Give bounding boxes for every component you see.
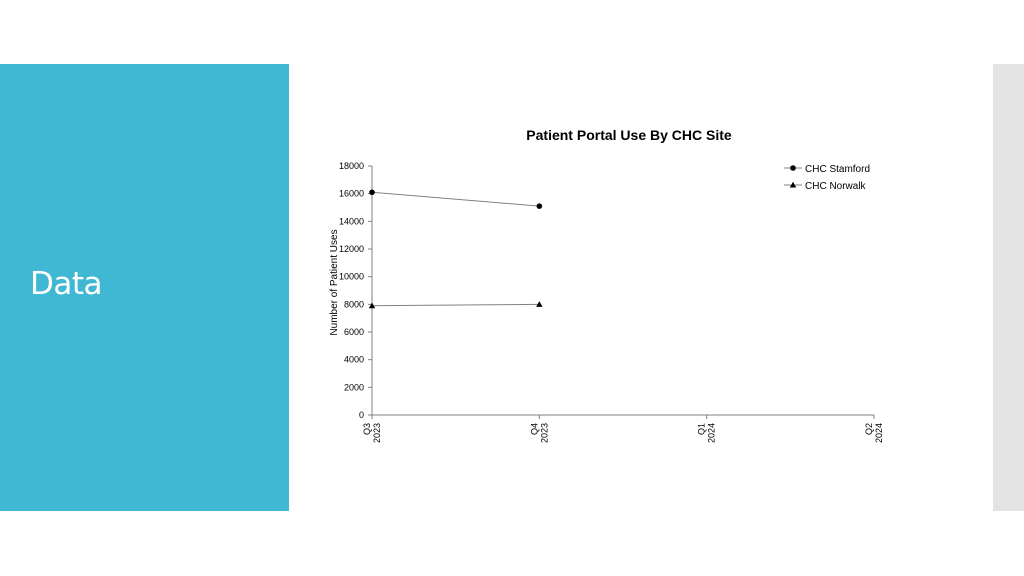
y-tick-label: 18000 bbox=[339, 161, 364, 171]
y-tick-label: 8000 bbox=[344, 299, 364, 309]
y-tick-label: 2000 bbox=[344, 382, 364, 392]
legend-marker bbox=[790, 165, 796, 171]
x-tick-label-line: Q4 bbox=[529, 423, 539, 435]
x-tick-label-line: 2024 bbox=[707, 423, 717, 443]
legend-marker bbox=[789, 181, 797, 188]
x-tick-label: Q1 2024 bbox=[697, 423, 717, 443]
chart-title: Patient Portal Use By CHC Site bbox=[526, 127, 732, 143]
y-tick-label: 0 bbox=[359, 410, 364, 420]
x-tick-label-line: 2023 bbox=[539, 423, 549, 443]
data-point bbox=[369, 189, 375, 196]
right-scroll-bar bbox=[993, 64, 1024, 511]
series-line bbox=[371, 191, 540, 207]
x-tick-label: Q3 2023 bbox=[362, 423, 382, 443]
legend-item: CHC Norwalk bbox=[784, 181, 867, 192]
y-tick-label: 14000 bbox=[339, 216, 364, 226]
side-panel bbox=[0, 64, 289, 511]
legend: CHC Stamford CHC Norwalk bbox=[784, 164, 870, 192]
series-line bbox=[371, 303, 540, 307]
axes: 0 2000 4000 6000 8000 10000 12000 14000 16000 180… bbox=[329, 161, 884, 443]
data-point bbox=[368, 302, 376, 309]
legend-label: CHC Norwalk bbox=[805, 181, 867, 192]
y-tick-label: 4000 bbox=[344, 355, 364, 365]
y-axis-label: Number of Patient Uses bbox=[329, 229, 340, 335]
x-tick-label: Q4 2023 bbox=[529, 423, 549, 443]
x-tick-label-line: 2023 bbox=[372, 423, 382, 443]
y-tick-label: 10000 bbox=[339, 272, 364, 282]
x-tick-label: Q2 2024 bbox=[864, 423, 884, 443]
series-chc-norwalk bbox=[368, 301, 543, 309]
data-point bbox=[536, 203, 543, 209]
series-chc-stamford bbox=[369, 189, 543, 209]
y-tick-label: 16000 bbox=[339, 189, 364, 199]
data-point bbox=[536, 301, 543, 307]
slide-title: Data bbox=[30, 266, 103, 302]
legend-item: CHC Stamford bbox=[784, 164, 870, 175]
x-tick-label-line: 2024 bbox=[874, 423, 884, 443]
y-tick-label: 6000 bbox=[344, 327, 364, 337]
legend-label: CHC Stamford bbox=[805, 164, 870, 175]
y-tick-label: 12000 bbox=[339, 244, 364, 254]
x-tick-label-line: Q2 bbox=[864, 423, 874, 435]
x-tick-label-line: Q3 bbox=[362, 423, 372, 435]
x-tick-label-line: Q1 bbox=[697, 423, 707, 435]
series-layer bbox=[368, 189, 543, 309]
